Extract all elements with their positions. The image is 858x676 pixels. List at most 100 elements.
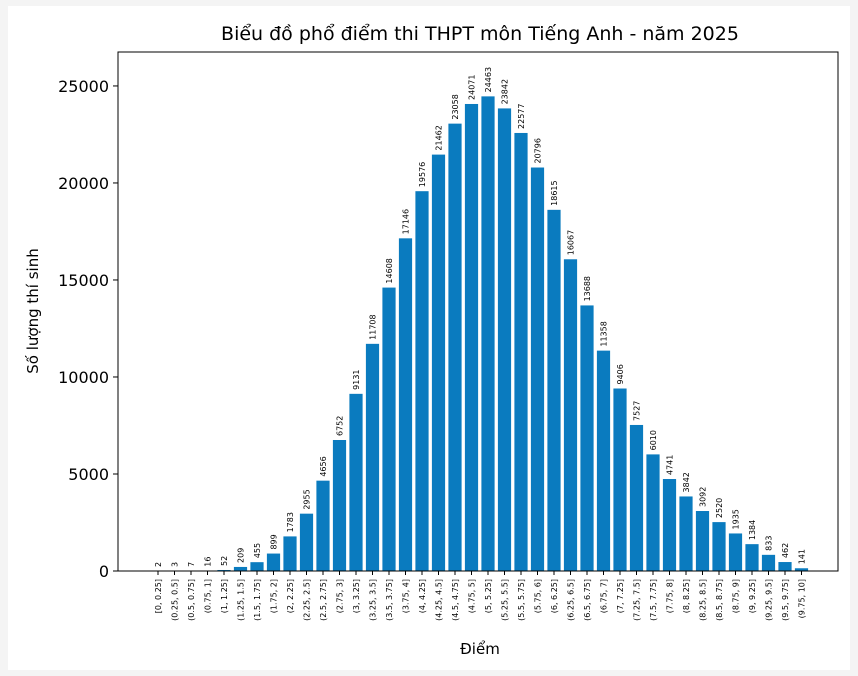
bar	[613, 388, 627, 571]
value-label: 455	[253, 543, 262, 558]
x-tick-label: (3.25, 3.5]	[369, 579, 378, 621]
value-label: 4741	[666, 455, 675, 475]
x-tick-label: (2.75, 3]	[336, 579, 345, 613]
x-tick-label: (6.5, 6.75]	[583, 579, 592, 621]
x-tick-label: (6.25, 6.5]	[567, 579, 576, 621]
bar	[497, 108, 512, 571]
value-label: 13688	[583, 276, 592, 301]
x-tick-label: (9.5, 9.75]	[781, 579, 790, 621]
bar	[217, 569, 231, 571]
bar	[233, 566, 248, 571]
card	[8, 6, 850, 670]
x-tick-label: (8.25, 8.5]	[699, 579, 708, 621]
y-axis-label: Số lượng thí sinh	[24, 248, 42, 373]
bar	[514, 132, 528, 572]
x-tick-label: (5.5, 5.75]	[517, 579, 526, 621]
x-tick-label: [0, 0.25]	[154, 579, 163, 613]
value-label: 899	[270, 534, 279, 549]
x-tick-label: (6, 6.25]	[550, 579, 559, 613]
value-label: 24463	[484, 67, 493, 92]
value-label: 7527	[633, 401, 642, 421]
value-label: 16	[204, 557, 213, 567]
bar	[415, 191, 429, 571]
value-label: 9406	[616, 364, 625, 384]
x-tick-label: (7.5, 7.75]	[649, 579, 658, 621]
bar	[794, 568, 809, 571]
bar	[712, 522, 726, 571]
bar	[250, 562, 264, 571]
x-tick-label: (3.5, 3.75]	[385, 579, 394, 621]
value-label: 2520	[715, 498, 724, 518]
value-label: 22577	[517, 104, 526, 129]
value-label: 11358	[600, 321, 609, 346]
x-tick-label: (8.5, 8.75]	[715, 579, 724, 621]
bar	[646, 454, 660, 571]
x-tick-label: (1.75, 2]	[270, 579, 279, 613]
bar	[662, 479, 677, 571]
x-tick-label: (1.25, 1.5]	[237, 579, 246, 621]
value-label: 52	[220, 556, 229, 566]
bar	[728, 533, 743, 571]
x-tick-label: (8, 8.25]	[682, 579, 691, 613]
bar	[761, 554, 776, 571]
value-label: 209	[237, 548, 246, 563]
bar	[266, 553, 281, 571]
value-label: 4656	[319, 456, 328, 476]
bar	[580, 305, 594, 571]
x-tick-label: (4.75, 5]	[468, 579, 477, 613]
bar	[695, 511, 710, 571]
value-label: 6752	[336, 416, 345, 436]
value-label: 21462	[435, 125, 444, 150]
value-label: 9131	[352, 369, 361, 389]
x-tick-label: (5.75, 6]	[534, 579, 543, 613]
value-label: 16067	[567, 230, 576, 255]
x-tick-label: (7.25, 7.5]	[633, 579, 642, 621]
value-label: 2	[154, 562, 163, 567]
bar	[299, 513, 314, 571]
bar	[745, 544, 759, 571]
value-label: 19576	[418, 162, 427, 187]
x-tick-label: (1.5, 1.75]	[253, 579, 262, 621]
bar	[349, 393, 363, 571]
plot-frame	[117, 51, 839, 572]
chart-title: Biểu đồ phổ điểm thi THPT môn Tiếng Anh …	[221, 23, 739, 45]
bar	[629, 424, 644, 571]
x-axis-label: Điểm	[460, 640, 500, 658]
bar	[547, 209, 561, 571]
value-label: 23058	[451, 94, 460, 119]
x-tick-label: (0.25, 0.5]	[171, 579, 180, 621]
y-tick-label: 10000	[58, 368, 109, 387]
y-tick-label: 15000	[58, 271, 109, 290]
value-label: 7	[187, 562, 196, 567]
x-tick-label: (2.25, 2.5]	[303, 579, 312, 621]
value-label: 14608	[385, 258, 394, 283]
x-tick-label: (5.25, 5.5]	[501, 579, 510, 621]
x-tick-label: (9.75, 10]	[798, 579, 807, 618]
x-tick-label: (4, 4.25]	[418, 579, 427, 613]
x-tick-label: (5, 5.25]	[484, 579, 493, 613]
value-label: 833	[765, 536, 774, 551]
value-label: 23842	[501, 79, 510, 104]
value-label: 1384	[748, 520, 757, 540]
value-label: 18615	[550, 180, 559, 205]
x-tick-label: (4.25, 4.5]	[435, 579, 444, 621]
value-label: 2955	[303, 489, 312, 509]
x-tick-label: (2, 2.25]	[286, 579, 295, 613]
x-tick-label: (1, 1.25]	[220, 579, 229, 613]
y-tick-label: 20000	[58, 174, 109, 193]
value-label: 20796	[534, 138, 543, 163]
value-label: 11708	[369, 314, 378, 339]
x-tick-label: (9, 9.25]	[748, 579, 757, 613]
bar	[448, 123, 462, 571]
bar	[679, 496, 693, 571]
x-tick-label: (8.75, 9]	[732, 579, 741, 613]
y-tick-label: 0	[99, 562, 109, 581]
bar	[596, 350, 611, 571]
x-tick-label: (7.75, 8]	[666, 579, 675, 613]
value-label: 6010	[649, 430, 658, 450]
y-tick-label: 25000	[58, 77, 109, 96]
bar	[431, 154, 446, 571]
x-tick-label: (2.5, 2.75]	[319, 579, 328, 621]
